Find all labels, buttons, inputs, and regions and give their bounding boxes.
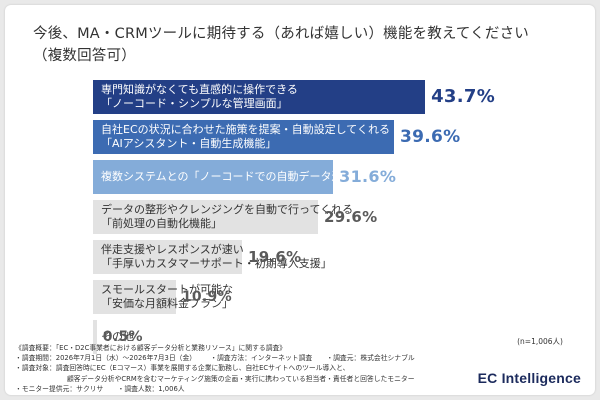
bar-5 bbox=[93, 280, 176, 314]
bar-value-5: 10.9% bbox=[181, 289, 232, 305]
bar-value-3: 29.6% bbox=[323, 207, 378, 226]
bar-label-6: その他 bbox=[101, 330, 134, 344]
bar-1 bbox=[93, 120, 394, 154]
bar-label-2: 複数システムとの「ノーコードでの自動データ連携機能」 bbox=[101, 170, 387, 184]
bar-label-0: 専門知識がなくても直感的に操作できる 「ノーコード・シンプルな管理画面」 bbox=[101, 83, 298, 111]
bar-label-1-line-1: 「AIアシスタント・自動生成機能」 bbox=[101, 137, 277, 150]
bar-0 bbox=[93, 80, 426, 114]
bar-label-2-line-0: 複数システムとの「ノーコードでの自動データ連携機能」 bbox=[101, 170, 387, 183]
survey-target-2: 顧客データ分析やCRMを含むマーケティング施策の企画・実行に携わっている担当者・… bbox=[67, 374, 415, 383]
bar-value-4: 19.6% bbox=[247, 247, 302, 266]
bar-label-4-line-1: 「手厚いカスタマーサポート・初期導入支援」 bbox=[101, 257, 332, 270]
chart-title: 今後、MA・CRMツールに期待する（あれば嬉しい）機能を教えてください （複数回… bbox=[33, 23, 553, 67]
bar-label-5: スモールスタートが可能な 「安価な月額料金プラン」 bbox=[101, 283, 233, 311]
survey-title: 《調査概要：「EC・D2C事業者における顧客データ分析と業務リソース」に関する調… bbox=[15, 344, 287, 352]
bar-label-3-line-0: データの整形やクレンジングを自動で行ってくれる bbox=[101, 203, 354, 216]
bar-value-2: 31.6% bbox=[339, 167, 397, 186]
survey-notes: 《調査概要：「EC・D2C事業者における顧客データ分析と業務リソース」に関する調… bbox=[15, 343, 427, 394]
bar-2 bbox=[93, 160, 334, 194]
bar-label-1-line-0: 自社ECの状況に合わせた施策を提案・自動設定してくれる bbox=[101, 123, 390, 136]
survey-count: ・調査人数：1,006人 bbox=[117, 384, 185, 393]
bar-label-4-line-0: 伴走支援やレスポンスが速い bbox=[101, 243, 244, 256]
bar-label-3-line-1: 「前処理の自動化機能」 bbox=[101, 217, 222, 230]
bar-value-0: 43.7% bbox=[431, 86, 496, 107]
bar-label-3: データの整形やクレンジングを自動で行ってくれる 「前処理の自動化機能」 bbox=[101, 203, 353, 231]
bar-label-5-line-0: スモールスタートが可能な bbox=[101, 283, 233, 296]
bar-value-6: 0.5% bbox=[102, 329, 143, 345]
bar-3 bbox=[93, 200, 318, 234]
title-line-1: 今後、MA・CRMツールに期待する（あれば嬉しい）機能を教えてください bbox=[33, 26, 529, 42]
bar-label-5-line-1: 「安価な月額料金プラン」 bbox=[101, 297, 233, 310]
brand-logo: EC Intelligence bbox=[477, 370, 581, 386]
bar-label-0-line-0: 専門知識がなくても直感的に操作できる bbox=[101, 83, 298, 96]
bar-label-4: 伴走支援やレスポンスが速い 「手厚いカスタマーサポート・初期導入支援」 bbox=[101, 243, 332, 271]
survey-monitor: ・モニター提供元：サクリサ bbox=[15, 384, 104, 393]
chart-card: 今後、MA・CRMツールに期待する（あれば嬉しい）機能を教えてください （複数回… bbox=[5, 5, 595, 395]
bar-label-0-line-1: 「ノーコード・シンプルな管理画面」 bbox=[101, 97, 288, 110]
survey-source: ・調査元：株式会社シナブル bbox=[326, 354, 415, 363]
sample-size-note: (n=1,006人) bbox=[517, 337, 563, 346]
title-line-2: （複数回答可） bbox=[33, 48, 136, 64]
survey-method: ・調査方法：インターネット調査 bbox=[210, 354, 313, 363]
bar-4 bbox=[93, 240, 242, 274]
bar-label-1: 自社ECの状況に合わせた施策を提案・自動設定してくれる 「AIアシスタント・自動生… bbox=[101, 123, 390, 151]
survey-period: ・調査期間：2026年7月1日（水）〜2026年7月3日（金） bbox=[15, 354, 197, 363]
survey-target-1: ・調査対象：調査回答時にEC（Eコマース）事業を展開する企業に勤務し、自社ECサ… bbox=[15, 364, 350, 373]
bar-value-1: 39.6% bbox=[399, 126, 461, 147]
bar-label-6-line-0: その他 bbox=[101, 330, 134, 343]
